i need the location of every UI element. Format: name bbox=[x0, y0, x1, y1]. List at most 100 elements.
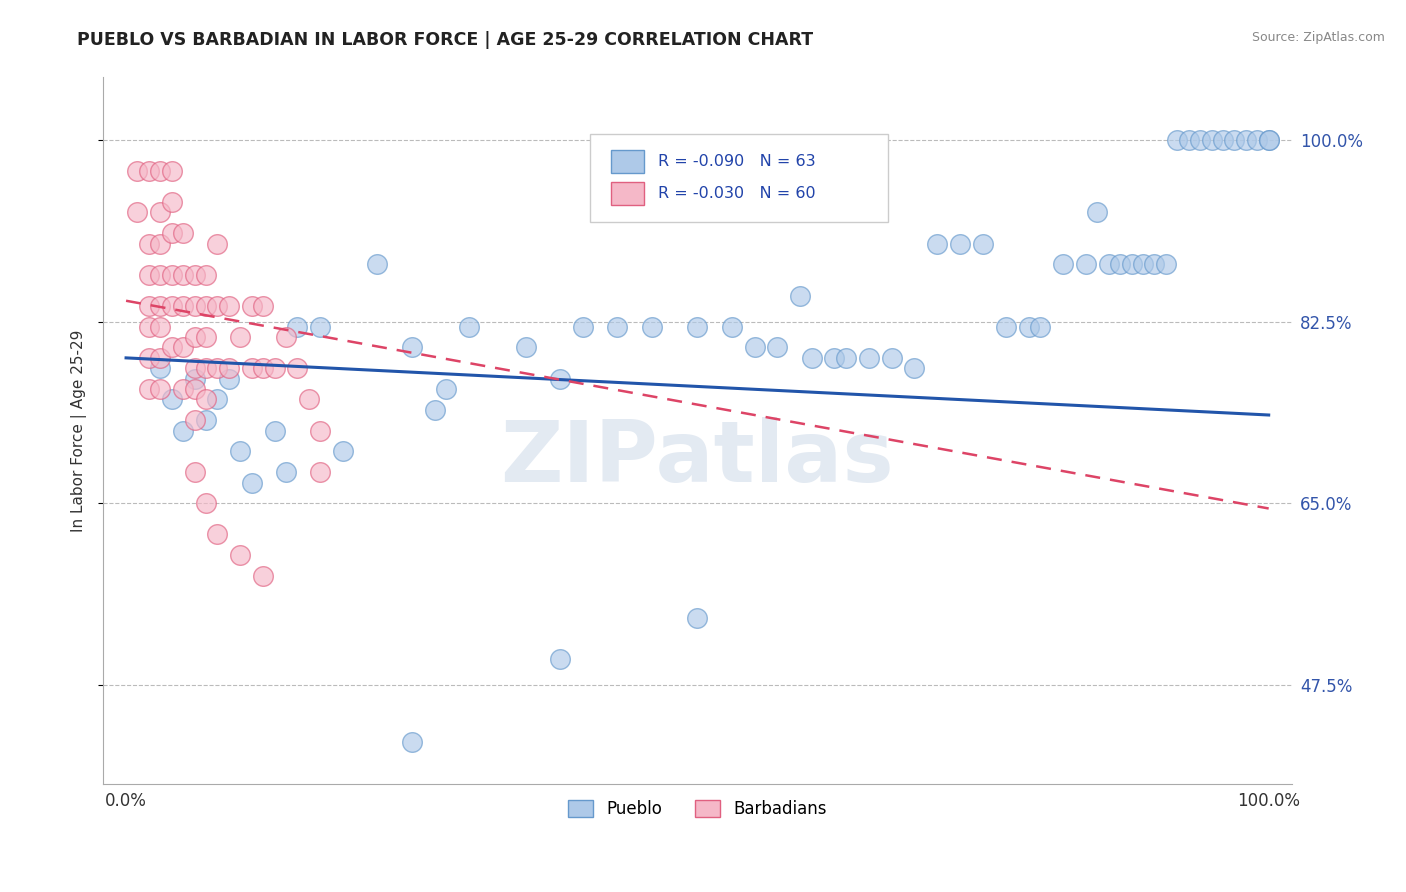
Point bbox=[858, 351, 880, 365]
Point bbox=[149, 361, 172, 376]
Point bbox=[138, 382, 160, 396]
Point bbox=[686, 319, 709, 334]
Point bbox=[548, 371, 571, 385]
Point bbox=[149, 164, 172, 178]
Point bbox=[309, 424, 332, 438]
Point bbox=[515, 341, 537, 355]
Point bbox=[229, 444, 252, 458]
Point bbox=[1074, 257, 1097, 271]
Point bbox=[195, 361, 218, 376]
Point bbox=[127, 205, 149, 219]
Point bbox=[274, 330, 297, 344]
Point bbox=[183, 299, 205, 313]
Point bbox=[207, 392, 229, 407]
Point bbox=[927, 236, 949, 251]
Point bbox=[172, 424, 194, 438]
Point bbox=[1189, 133, 1212, 147]
Point bbox=[1201, 133, 1223, 147]
Point bbox=[138, 268, 160, 282]
Point bbox=[744, 341, 766, 355]
Point bbox=[138, 299, 160, 313]
Point bbox=[160, 268, 183, 282]
Point bbox=[183, 382, 205, 396]
Point bbox=[1132, 257, 1154, 271]
Text: R = -0.030   N = 60: R = -0.030 N = 60 bbox=[658, 186, 815, 201]
Point bbox=[240, 361, 263, 376]
Point bbox=[229, 330, 252, 344]
Point bbox=[1246, 133, 1268, 147]
Point bbox=[1109, 257, 1132, 271]
Point bbox=[172, 341, 194, 355]
Point bbox=[1234, 133, 1257, 147]
Point bbox=[183, 413, 205, 427]
Point bbox=[240, 475, 263, 490]
Point bbox=[1177, 133, 1199, 147]
Point bbox=[1029, 319, 1052, 334]
FancyBboxPatch shape bbox=[610, 182, 644, 204]
Point bbox=[572, 319, 595, 334]
Point bbox=[1098, 257, 1121, 271]
Point bbox=[149, 205, 172, 219]
Point bbox=[1257, 133, 1279, 147]
Point bbox=[183, 268, 205, 282]
Text: R = -0.090   N = 63: R = -0.090 N = 63 bbox=[658, 154, 815, 169]
Point bbox=[1018, 319, 1040, 334]
Point bbox=[824, 351, 846, 365]
Point bbox=[287, 319, 309, 334]
Y-axis label: In Labor Force | Age 25-29: In Labor Force | Age 25-29 bbox=[72, 329, 87, 532]
Point bbox=[195, 392, 218, 407]
Point bbox=[160, 164, 183, 178]
Point bbox=[423, 402, 446, 417]
Point bbox=[640, 319, 662, 334]
Point bbox=[366, 257, 388, 271]
Point bbox=[149, 351, 172, 365]
Legend: Pueblo, Barbadians: Pueblo, Barbadians bbox=[561, 793, 834, 825]
Point bbox=[287, 361, 309, 376]
Point bbox=[1143, 257, 1166, 271]
Point bbox=[880, 351, 903, 365]
Point bbox=[606, 319, 628, 334]
Point bbox=[401, 735, 423, 749]
Point bbox=[127, 164, 149, 178]
Point bbox=[1052, 257, 1074, 271]
Point bbox=[434, 382, 457, 396]
Point bbox=[138, 319, 160, 334]
Point bbox=[183, 330, 205, 344]
Point bbox=[1257, 133, 1279, 147]
Point bbox=[183, 371, 205, 385]
Point bbox=[149, 236, 172, 251]
Point bbox=[1121, 257, 1143, 271]
Point bbox=[172, 299, 194, 313]
FancyBboxPatch shape bbox=[591, 134, 887, 222]
Text: PUEBLO VS BARBADIAN IN LABOR FORCE | AGE 25-29 CORRELATION CHART: PUEBLO VS BARBADIAN IN LABOR FORCE | AGE… bbox=[77, 31, 814, 49]
Point bbox=[195, 496, 218, 510]
Text: Source: ZipAtlas.com: Source: ZipAtlas.com bbox=[1251, 31, 1385, 45]
Point bbox=[1166, 133, 1188, 147]
Point bbox=[263, 361, 285, 376]
Point bbox=[800, 351, 823, 365]
Point bbox=[149, 299, 172, 313]
Point bbox=[548, 652, 571, 666]
Point bbox=[252, 569, 274, 583]
Point bbox=[401, 341, 423, 355]
Point bbox=[218, 371, 240, 385]
Point bbox=[195, 413, 218, 427]
Point bbox=[789, 288, 811, 302]
Point bbox=[218, 299, 240, 313]
Point bbox=[207, 527, 229, 541]
Point bbox=[1154, 257, 1177, 271]
Point bbox=[138, 164, 160, 178]
Point bbox=[138, 236, 160, 251]
Point bbox=[183, 361, 205, 376]
Point bbox=[172, 382, 194, 396]
Point bbox=[160, 299, 183, 313]
Point bbox=[298, 392, 321, 407]
Point bbox=[183, 465, 205, 479]
Point bbox=[172, 226, 194, 240]
Point bbox=[207, 236, 229, 251]
Point bbox=[240, 299, 263, 313]
Point bbox=[766, 341, 789, 355]
Point bbox=[994, 319, 1017, 334]
Point bbox=[160, 341, 183, 355]
Point bbox=[263, 424, 285, 438]
